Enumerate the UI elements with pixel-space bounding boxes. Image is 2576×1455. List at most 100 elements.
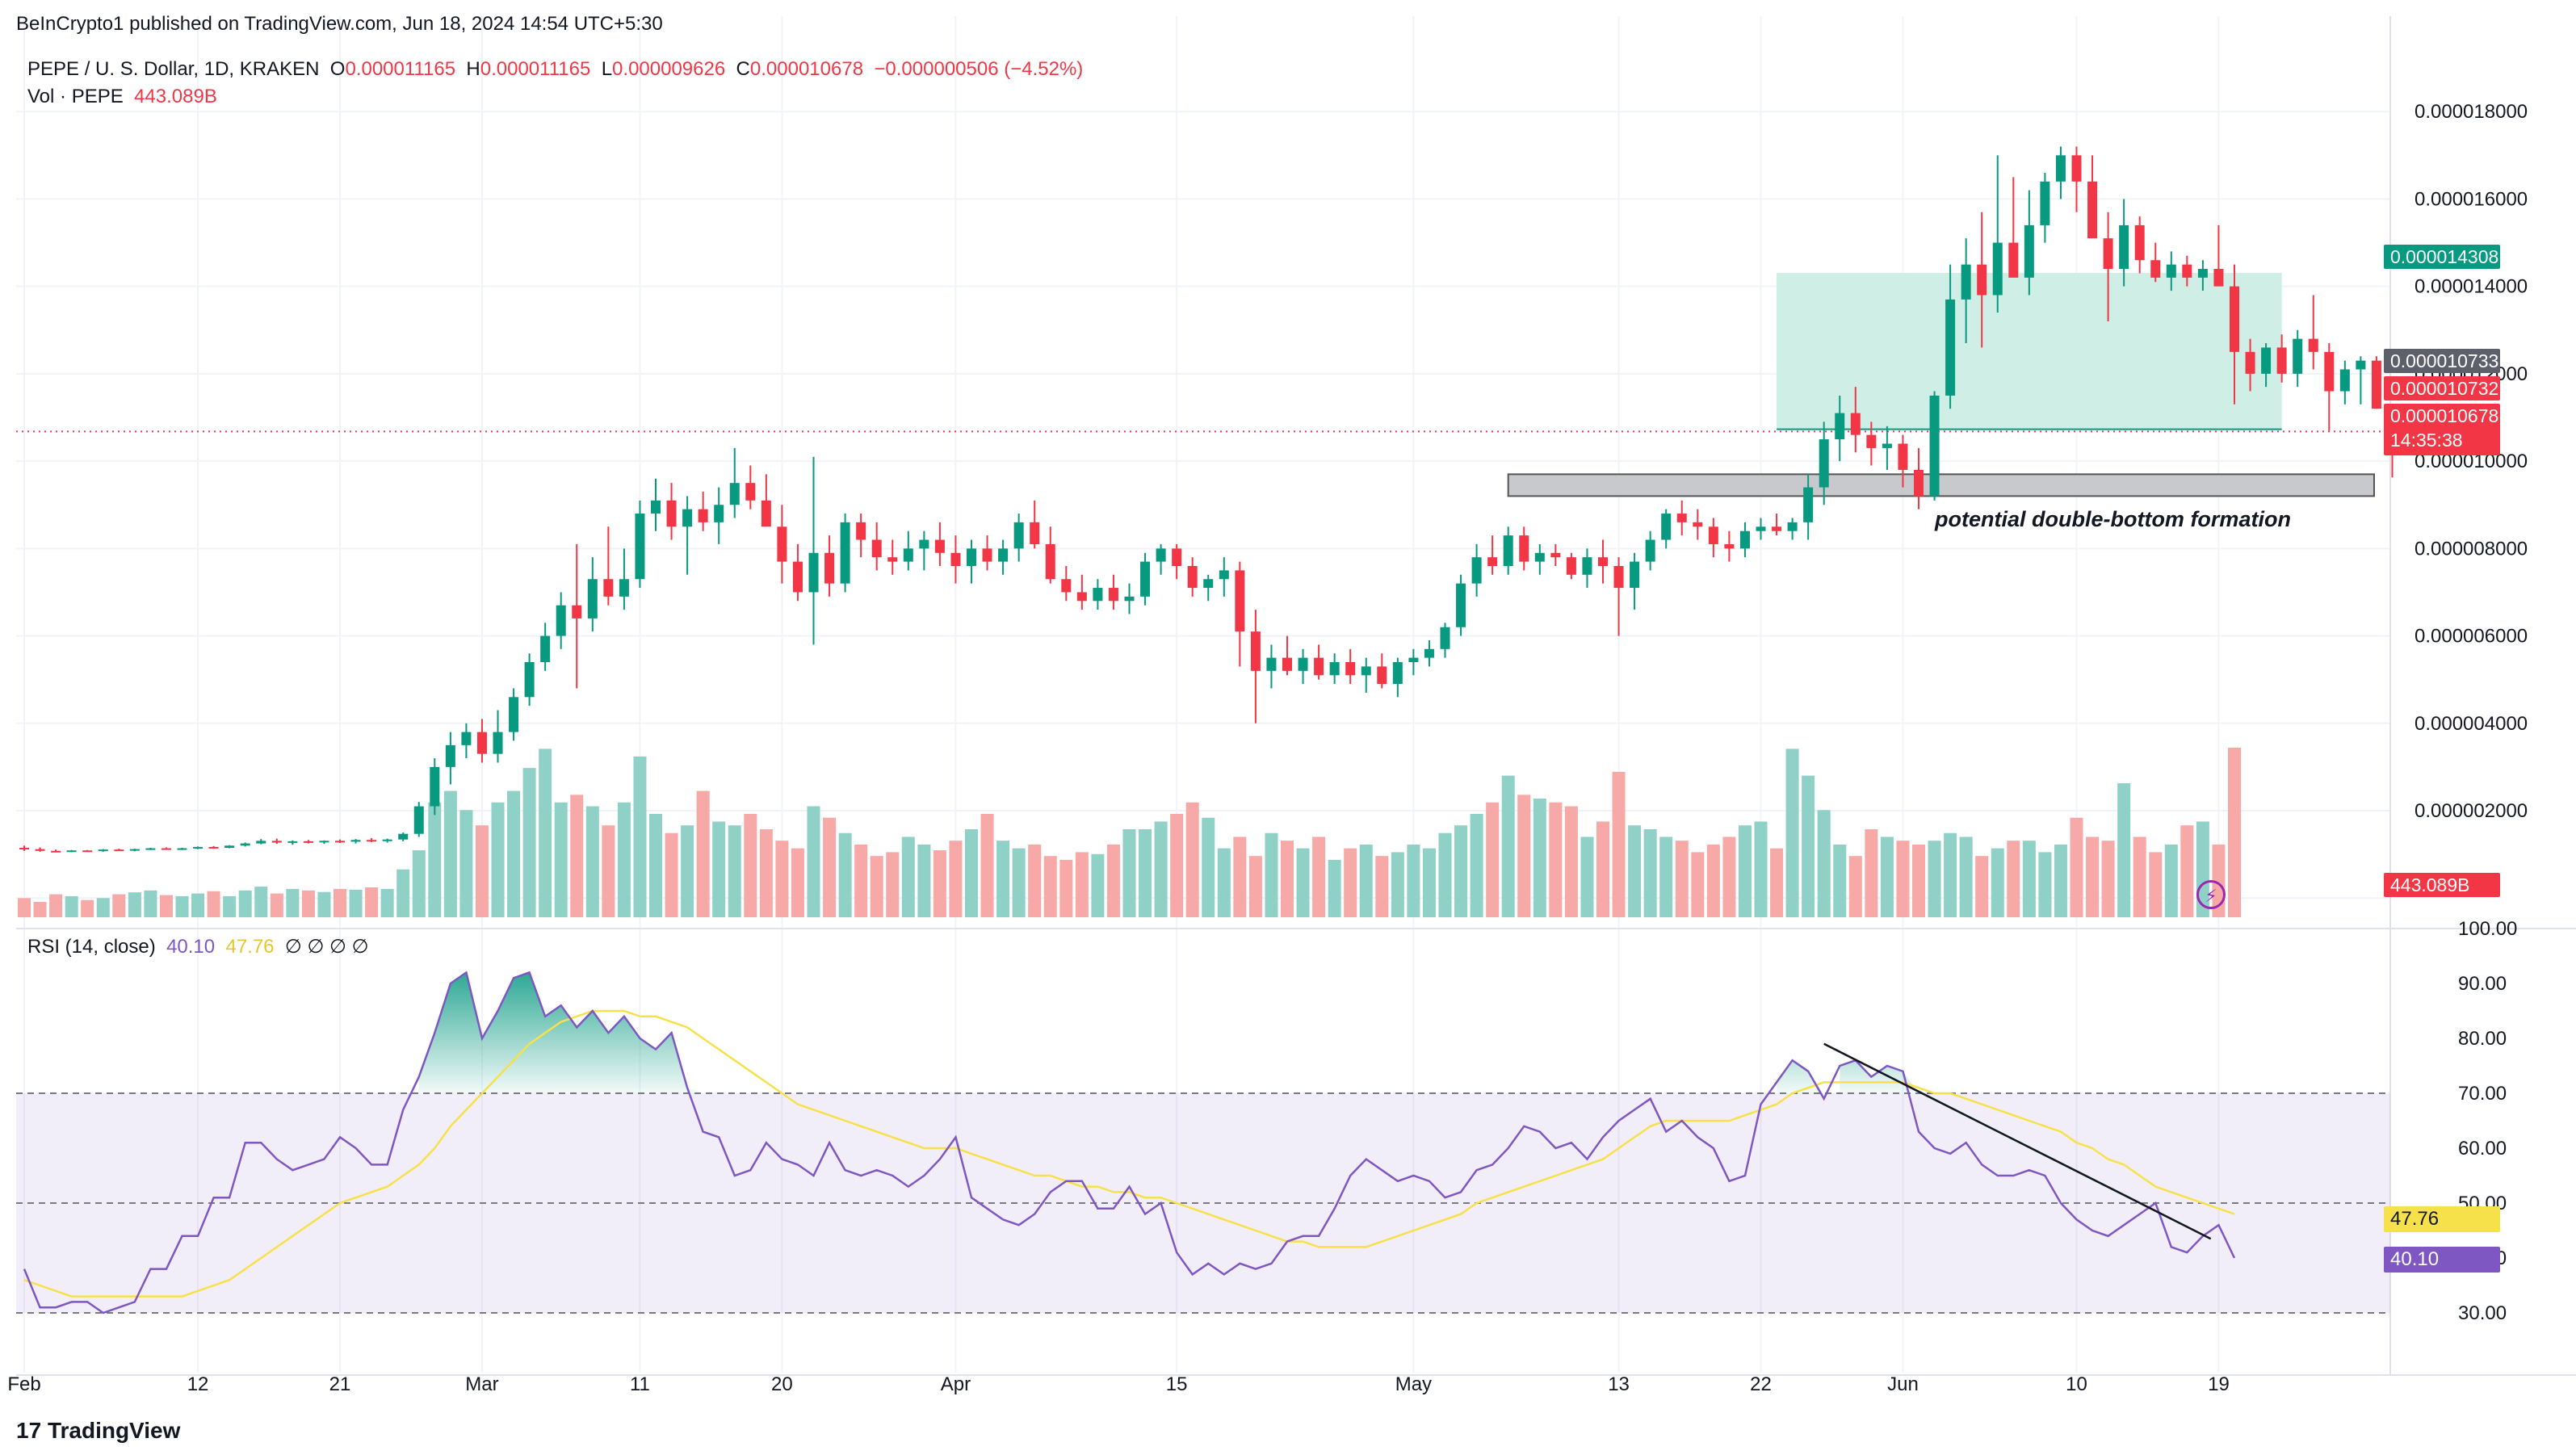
candle-body	[1645, 539, 1655, 562]
volume-bar	[823, 817, 837, 917]
red-price-tag-1: 0.000010732	[2384, 376, 2500, 400]
volume-bar	[1912, 844, 1925, 917]
volume-bar	[1643, 828, 1657, 917]
candle-body	[1187, 565, 1198, 589]
candle-body	[761, 500, 771, 527]
volume-bar	[301, 890, 315, 917]
rsi-null-values: ∅ ∅ ∅ ∅	[284, 936, 369, 958]
volume-label[interactable]: Vol · PEPE	[27, 86, 124, 107]
candle-body	[1929, 395, 1940, 497]
candlesticks	[19, 146, 2398, 853]
rsi-overbought-fill	[418, 972, 1919, 1093]
candle-body	[2103, 238, 2113, 270]
candle-body	[1093, 588, 1103, 602]
volume-bar	[649, 814, 662, 917]
time-tick-label: 21	[329, 1373, 351, 1395]
rsi-title[interactable]: RSI (14, close)	[27, 936, 156, 958]
volume-bars	[18, 748, 2241, 917]
candle-body	[1787, 522, 1798, 531]
candle-body	[2324, 351, 2335, 392]
price-tick-label: 0.000018000	[2414, 101, 2528, 123]
candle-body	[2371, 360, 2381, 409]
volume-bar	[1691, 852, 1705, 917]
volume-bar	[775, 841, 789, 917]
zone-top-price-tag: 0.000014308	[2384, 245, 2500, 269]
volume-bar	[475, 825, 489, 917]
rsi-tick-label: 60.00	[2458, 1138, 2507, 1159]
volume-bar	[349, 889, 363, 917]
candle-body	[1977, 264, 1987, 296]
rsi-panel	[16, 971, 2390, 1315]
volume-bar	[1991, 848, 2004, 917]
volume-bar	[207, 891, 220, 917]
volume-bar	[1486, 802, 1500, 917]
volume-bar	[1865, 828, 1878, 917]
time-tick-label: 19	[2208, 1373, 2230, 1395]
volume-bar	[1944, 832, 1957, 917]
candle-body	[287, 841, 298, 843]
candle-body	[493, 732, 503, 754]
time-tick-label: Feb	[7, 1373, 40, 1395]
time-tick-label: Jun	[1887, 1373, 1919, 1395]
candle-body	[2150, 260, 2161, 278]
volume-bar	[1043, 856, 1057, 917]
candle-body	[177, 848, 187, 850]
volume-bar	[1454, 825, 1468, 917]
volume-bar	[1012, 848, 1026, 917]
open-value: 0.000011165	[345, 58, 456, 80]
volume-bar	[238, 890, 252, 917]
volume-bar	[759, 828, 773, 917]
volume-bar	[965, 828, 978, 917]
volume-bar	[1517, 795, 1531, 917]
candle-body	[635, 514, 645, 580]
candle-body	[651, 500, 661, 514]
candle-body	[871, 539, 882, 558]
volume-bar	[2070, 817, 2083, 917]
candle-body	[1772, 526, 1782, 531]
candle-body	[350, 840, 361, 842]
tradingview-brand: TradingView	[47, 1418, 181, 1443]
volume-bar	[696, 790, 710, 917]
ohlc-legend: PEPE / U. S. Dollar, 1D, KRAKEN O0.00001…	[27, 58, 1083, 81]
green-range-zone	[16, 273, 2390, 497]
volume-bar	[1659, 837, 1673, 917]
volume-bar	[459, 810, 473, 917]
volume-bar	[1580, 837, 1594, 917]
time-tick-label: 22	[1750, 1373, 1772, 1395]
flash-icon[interactable]: ⚡	[2196, 880, 2226, 909]
candle-body	[430, 766, 440, 807]
close-label: C	[736, 58, 750, 80]
candle-body	[129, 849, 140, 851]
time-tick-label: 11	[630, 1373, 650, 1395]
open-label: O	[329, 58, 346, 80]
candle-body	[682, 509, 693, 527]
volume-bar	[144, 890, 157, 917]
candle-body	[1282, 657, 1292, 671]
candle-body	[1914, 469, 1924, 497]
candle-body	[1392, 662, 1403, 685]
candle-body	[792, 561, 803, 593]
symbol-title[interactable]: PEPE / U. S. Dollar, 1D, KRAKEN	[27, 58, 320, 80]
candle-body	[445, 744, 455, 767]
candle-body	[1440, 627, 1450, 649]
candle-body	[1866, 434, 1877, 448]
candle-body	[98, 849, 108, 852]
candle-body	[2197, 269, 2208, 278]
candle-body	[382, 839, 392, 841]
volume-bar	[18, 898, 31, 917]
volume-bar	[1091, 853, 1105, 917]
candle-body	[729, 483, 740, 505]
volume-bar	[2086, 837, 2100, 917]
candle-body	[1945, 299, 1956, 396]
candle-body	[2008, 242, 2019, 278]
candle-body	[1250, 631, 1261, 671]
volume-bar	[1106, 844, 1120, 917]
candle-body	[2308, 338, 2318, 352]
candle-body	[2040, 181, 2050, 225]
volume-bar	[1217, 848, 1231, 917]
volume-bar	[1722, 837, 1736, 917]
tradingview-logo: 17 TradingView	[16, 1418, 180, 1444]
volume-bar	[1564, 806, 1578, 917]
volume-bar	[1438, 832, 1452, 917]
volume-bar	[2149, 852, 2163, 917]
